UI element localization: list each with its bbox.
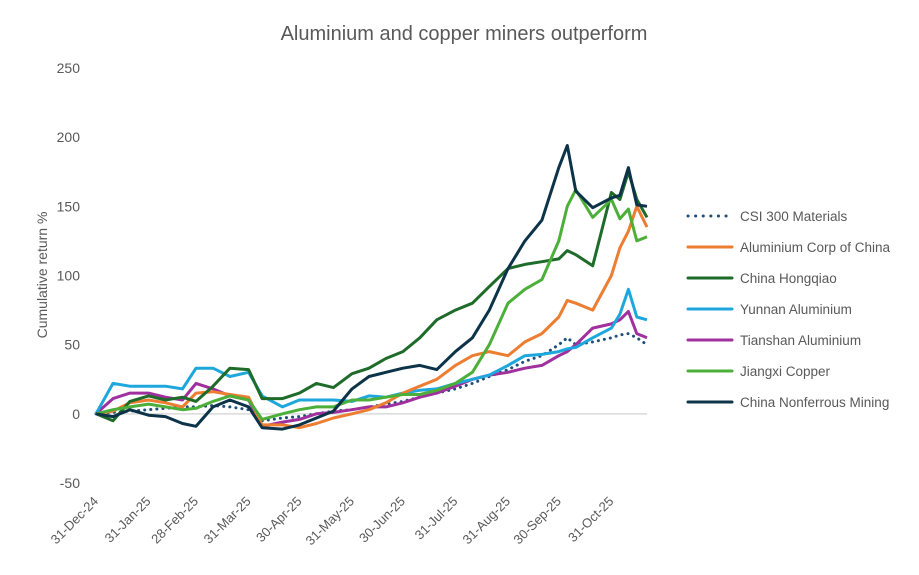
y-axis-label: Cumulative return %: [34, 212, 50, 339]
y-axis: -50 0 50 100 150 200 250: [57, 60, 81, 491]
y-tick-label: 250: [57, 60, 81, 76]
legend-label: China Hongqiao: [740, 271, 837, 286]
y-tick-label: -50: [60, 475, 80, 491]
series-line-china-nonferrous-mining: [95, 144, 648, 431]
legend-item: Jiangxi Copper: [686, 364, 831, 379]
legend-label: China Nonferrous Mining: [740, 395, 889, 410]
x-tick-label: 31-Mar-25: [201, 494, 254, 547]
y-tick-label: 100: [57, 268, 81, 284]
legend-label: Aluminium Corp of China: [740, 240, 891, 255]
legend-item: Tianshan Aluminium: [686, 333, 861, 348]
legend-label: Jiangxi Copper: [740, 364, 831, 379]
x-tick-label: 28-Feb-25: [148, 494, 201, 547]
legend-item: China Hongqiao: [686, 271, 837, 286]
series-line-china-hongqiao: [95, 170, 649, 423]
series-lines: [94, 144, 649, 431]
y-tick-label: 0: [72, 406, 80, 422]
y-tick-label: 150: [57, 198, 81, 214]
series-line-aluminium-corp-of-china: [95, 204, 649, 430]
x-tick-label: 30-Jun-25: [356, 494, 408, 546]
legend-item: CSI 300 Materials: [686, 209, 848, 224]
series-line-csi-300-materials: [94, 332, 649, 423]
x-tick-label: 31-Aug-25: [460, 494, 514, 548]
legend-label: Yunnan Aluminium: [740, 302, 852, 317]
x-tick-label: 30-Sep-25: [510, 494, 564, 548]
x-tick-label: 31-Oct-25: [565, 494, 616, 545]
legend: CSI 300 Materials Aluminium Corp of China…: [686, 209, 891, 410]
legend-label: CSI 300 Materials: [740, 209, 848, 224]
x-tick-label: 31-Jan-25: [102, 494, 154, 546]
x-tick-label: 31-Jul-25: [412, 494, 461, 543]
x-tick-label: 30-Apr-25: [253, 494, 304, 545]
series-line-tianshan-aluminium: [95, 310, 648, 428]
legend-label: Tianshan Aluminium: [740, 333, 861, 348]
x-tick-label: 31-May-25: [303, 494, 358, 549]
y-tick-label: 200: [57, 129, 81, 145]
legend-item: Aluminium Corp of China: [686, 240, 891, 255]
y-tick-label: 50: [64, 337, 80, 353]
chart-title: Aluminium and copper miners outperform: [281, 23, 648, 45]
legend-item: Yunnan Aluminium: [686, 302, 852, 317]
x-tick-label: 31-Dec-24: [48, 494, 102, 548]
legend-item: China Nonferrous Mining: [686, 395, 889, 410]
